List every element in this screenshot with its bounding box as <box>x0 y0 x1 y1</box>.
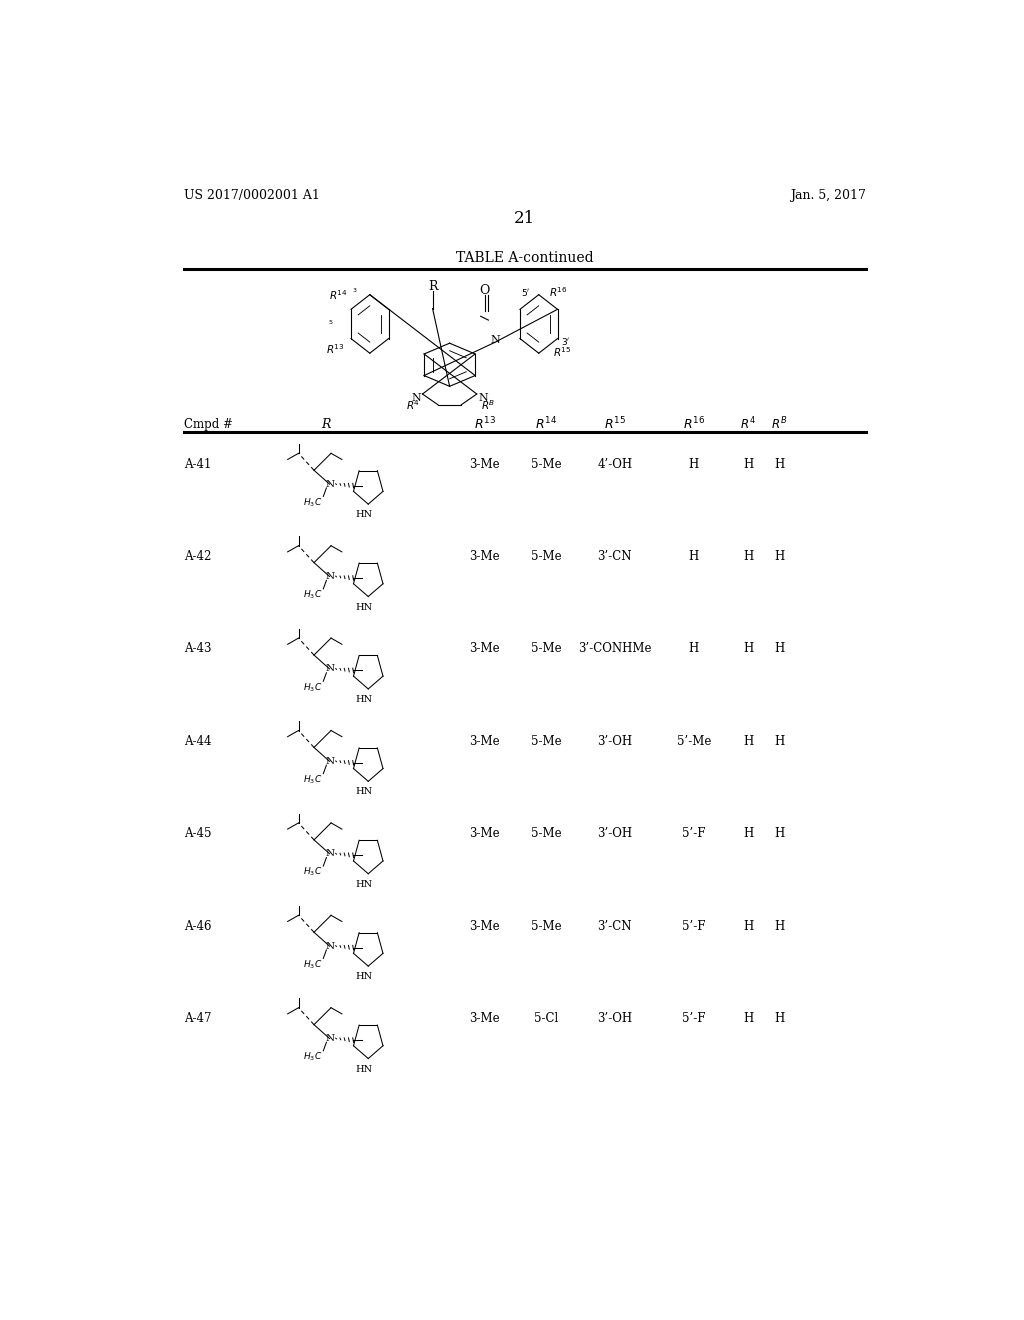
Text: N: N <box>326 479 335 488</box>
Text: Jan. 5, 2017: Jan. 5, 2017 <box>790 189 866 202</box>
Text: HN: HN <box>355 696 373 704</box>
Text: $^5$: $^5$ <box>329 319 334 329</box>
Text: H: H <box>742 643 753 656</box>
Text: $H_3C$: $H_3C$ <box>303 866 323 878</box>
Text: $R^{16}$: $R^{16}$ <box>683 416 705 433</box>
Text: 3-Me: 3-Me <box>469 550 500 564</box>
Text: $R^B$: $R^B$ <box>771 416 787 433</box>
Text: 5-Me: 5-Me <box>531 643 562 656</box>
Text: H: H <box>742 735 753 748</box>
Text: HN: HN <box>355 973 373 981</box>
Text: 3-Me: 3-Me <box>469 643 500 656</box>
Text: 5-Cl: 5-Cl <box>535 1012 559 1026</box>
Text: 5’-F: 5’-F <box>682 920 706 933</box>
Text: N: N <box>326 941 335 950</box>
Text: A-44: A-44 <box>183 735 211 748</box>
Text: A-46: A-46 <box>183 920 211 933</box>
Text: $^3$: $^3$ <box>351 288 357 297</box>
Text: O: O <box>479 284 489 297</box>
Text: N: N <box>326 572 335 581</box>
Text: A-45: A-45 <box>183 828 211 841</box>
Text: $5'$: $5'$ <box>521 286 530 298</box>
Text: $R^{13}$: $R^{13}$ <box>473 416 496 433</box>
Text: H: H <box>688 643 698 656</box>
Text: $H_3C$: $H_3C$ <box>303 589 323 601</box>
Text: 3’-CN: 3’-CN <box>597 550 632 564</box>
Text: 5-Me: 5-Me <box>531 920 562 933</box>
Text: 4’-OH: 4’-OH <box>597 458 632 471</box>
Text: H: H <box>774 550 784 564</box>
Text: H: H <box>774 735 784 748</box>
Text: $R^4$: $R^4$ <box>740 416 756 433</box>
Text: H: H <box>774 458 784 471</box>
Text: $R^{13}$: $R^{13}$ <box>327 342 345 356</box>
Text: N: N <box>326 1034 335 1043</box>
Text: TABLE A-continued: TABLE A-continued <box>456 252 594 265</box>
Text: H: H <box>774 920 784 933</box>
Text: N: N <box>326 664 335 673</box>
Text: A-42: A-42 <box>183 550 211 564</box>
Text: $H_3C$: $H_3C$ <box>303 958 323 970</box>
Text: $3'$: $3'$ <box>561 337 570 347</box>
Text: HN: HN <box>355 1065 373 1073</box>
Text: 3-Me: 3-Me <box>469 1012 500 1026</box>
Text: H: H <box>742 920 753 933</box>
Text: A-43: A-43 <box>183 643 211 656</box>
Text: 5-Me: 5-Me <box>531 550 562 564</box>
Text: 3-Me: 3-Me <box>469 735 500 748</box>
Text: 21: 21 <box>514 210 536 227</box>
Text: $R^{14}$: $R^{14}$ <box>330 289 348 302</box>
Text: 3-Me: 3-Me <box>469 828 500 841</box>
Text: H: H <box>742 1012 753 1026</box>
Text: $H_3C$: $H_3C$ <box>303 496 323 508</box>
Text: $R^B$: $R^B$ <box>481 397 496 412</box>
Text: A-41: A-41 <box>183 458 211 471</box>
Text: 3’-OH: 3’-OH <box>597 828 632 841</box>
Text: Cmpd #: Cmpd # <box>183 417 232 430</box>
Text: $H_3C$: $H_3C$ <box>303 774 323 785</box>
Text: 3-Me: 3-Me <box>469 920 500 933</box>
Text: $R^{14}$: $R^{14}$ <box>536 416 557 433</box>
Text: 3’-OH: 3’-OH <box>597 735 632 748</box>
Text: 5’-Me: 5’-Me <box>677 735 711 748</box>
Text: HN: HN <box>355 603 373 611</box>
Text: A-47: A-47 <box>183 1012 211 1026</box>
Text: R: R <box>321 417 331 430</box>
Text: N: N <box>326 756 335 766</box>
Text: 5-Me: 5-Me <box>531 735 562 748</box>
Text: $R^{15}$: $R^{15}$ <box>553 346 571 359</box>
Text: R: R <box>428 280 437 293</box>
Text: H: H <box>742 828 753 841</box>
Text: H: H <box>774 643 784 656</box>
Text: N: N <box>478 393 487 403</box>
Text: US 2017/0002001 A1: US 2017/0002001 A1 <box>183 189 319 202</box>
Text: $H_3C$: $H_3C$ <box>303 681 323 693</box>
Text: 5-Me: 5-Me <box>531 828 562 841</box>
Text: N: N <box>326 849 335 858</box>
Text: HN: HN <box>355 788 373 796</box>
Text: HN: HN <box>355 880 373 888</box>
Text: H: H <box>688 458 698 471</box>
Text: $R^{16}$: $R^{16}$ <box>549 285 567 300</box>
Text: H: H <box>774 828 784 841</box>
Text: H: H <box>774 1012 784 1026</box>
Text: 3’-CONHMe: 3’-CONHMe <box>578 643 651 656</box>
Text: 3’-CN: 3’-CN <box>597 920 632 933</box>
Text: H: H <box>742 550 753 564</box>
Text: N: N <box>490 335 501 345</box>
Text: HN: HN <box>355 511 373 519</box>
Text: $R^{15}$: $R^{15}$ <box>604 416 626 433</box>
Text: 5-Me: 5-Me <box>531 458 562 471</box>
Text: 3’-OH: 3’-OH <box>597 1012 632 1026</box>
Text: H: H <box>688 550 698 564</box>
Text: 5’-F: 5’-F <box>682 1012 706 1026</box>
Text: N: N <box>412 393 421 403</box>
Text: 3-Me: 3-Me <box>469 458 500 471</box>
Text: H: H <box>742 458 753 471</box>
Text: 5’-F: 5’-F <box>682 828 706 841</box>
Text: $R^4$: $R^4$ <box>407 397 420 412</box>
Text: $H_3C$: $H_3C$ <box>303 1051 323 1063</box>
